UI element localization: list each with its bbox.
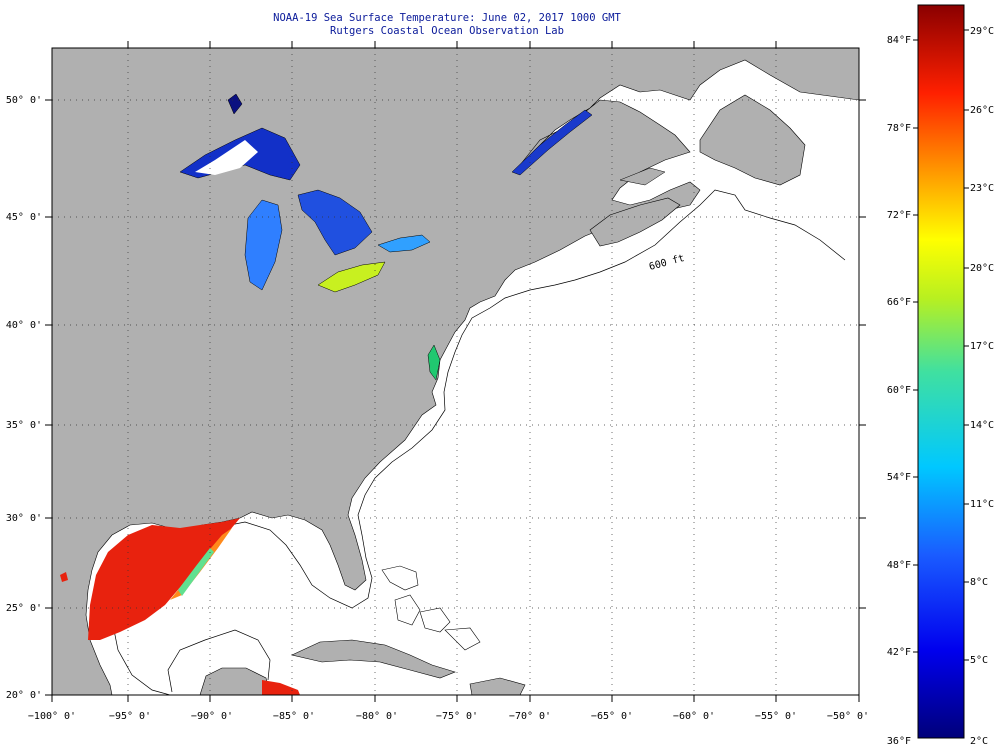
celsius-label: 17°C [970,341,994,352]
lon-label: −85° 0' [273,711,315,722]
colorbar-ticks [913,29,969,661]
anticosti-land [619,167,666,186]
chesapeake-bay [427,344,441,381]
nova-scotia-land [589,197,681,247]
texas-inland-warm [60,572,68,582]
lake-huron [297,189,373,256]
lon-label: −75° 0' [436,711,478,722]
map-title: NOAA-19 Sea Surface Temperature: June 02… [273,12,621,24]
celsius-label: 5°C [970,655,988,666]
fahrenheit-label: 72°F [887,210,911,221]
lon-label: −70° 0' [509,711,551,722]
celsius-label: 11°C [970,499,994,510]
gulf-cool-fringe [178,548,214,596]
lat-label: 35° 0' [6,420,42,431]
lon-label: −100° 0' [28,711,76,722]
st-lawrence-estuary [511,109,593,176]
lake-nipigon [227,93,243,115]
lake-erie [317,261,386,293]
lon-label: −65° 0' [591,711,633,722]
lake-superior-cloud [195,140,258,175]
celsius-label: 20°C [970,263,994,274]
lat-label: 50° 0' [6,95,42,106]
celsius-label: 2°C [970,736,988,747]
fahrenheit-label: 48°F [887,560,911,571]
colorbar: 84°F 78°F 72°F 66°F 60°F 54°F 48°F 42°F … [887,4,994,747]
yucatan-land [199,667,271,695]
map-frame [51,47,860,696]
gulf-loop-contour [167,629,271,693]
colorbar-gradient [917,4,965,739]
lat-label: 40° 0' [6,320,42,331]
lon-label: −55° 0' [755,711,797,722]
celsius-label: 14°C [970,420,994,431]
lon-label: −80° 0' [356,711,398,722]
bahamas-banks [381,565,481,651]
fahrenheit-label: 84°F [887,35,911,46]
latitude-labels: 20° 0' 25° 0' 30° 0' 35° 0' 40° 0' 45° 0… [6,95,42,701]
lon-label: −95° 0' [109,711,151,722]
lat-label: 30° 0' [6,513,42,524]
fahrenheit-label: 42°F [887,647,911,658]
celsius-label: 23°C [970,183,994,194]
lake-ontario [377,234,431,253]
celsius-label: 26°C [970,105,994,116]
frame-ticks [45,41,866,702]
fahrenheit-label: 54°F [887,472,911,483]
lake-michigan [244,199,283,291]
lon-label: −90° 0' [191,711,233,722]
map-subtitle: Rutgers Coastal Ocean Observation Lab [330,25,564,37]
gulf-southeast-warm [262,680,300,695]
longitude-labels: −100° 0' −95° 0' −90° 0' −85° 0' −80° 0'… [28,711,869,722]
fahrenheit-label: 66°F [887,297,911,308]
fahrenheit-label: 60°F [887,385,911,396]
celsius-label: 29°C [970,26,994,37]
fahrenheit-label: 36°F [887,736,911,747]
lat-label: 25° 0' [6,603,42,614]
hispaniola-land [469,677,526,695]
newfoundland-land [699,94,806,186]
lon-label: −60° 0' [673,711,715,722]
fahrenheit-label: 78°F [887,123,911,134]
map-panel: 600 ft [52,48,859,695]
celsius-label: 8°C [970,577,988,588]
graticule [52,48,859,695]
cuba-land [291,639,456,679]
lat-label: 20° 0' [6,690,42,701]
great-lakes [179,93,431,293]
gulf-warm-sst [88,518,240,640]
lat-label: 45° 0' [6,212,42,223]
bathymetry-600ft-contour [149,189,846,609]
lon-label: −50° 0' [827,711,869,722]
